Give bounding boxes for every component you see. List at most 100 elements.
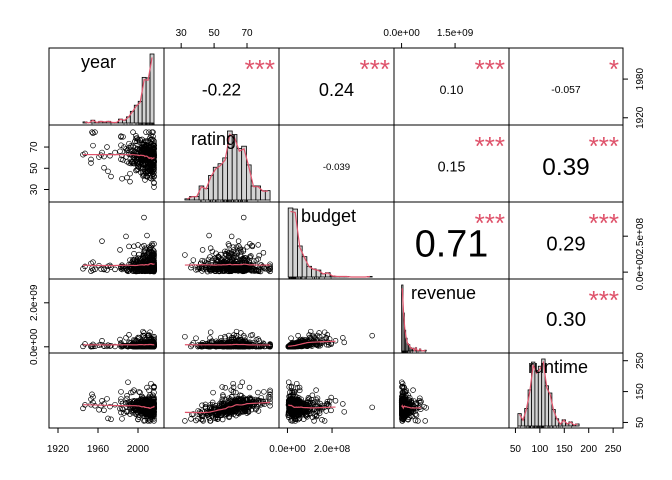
scatter-point bbox=[260, 250, 267, 256]
scatter-point bbox=[141, 330, 147, 336]
scatter-point bbox=[422, 418, 428, 424]
scatter-point bbox=[226, 395, 232, 401]
scatter-point bbox=[246, 384, 253, 391]
scatter-point bbox=[219, 400, 226, 406]
panel-runtime-year bbox=[48, 352, 165, 429]
scatter-point bbox=[104, 144, 110, 150]
scatter-point bbox=[200, 266, 206, 272]
scatter-point bbox=[104, 396, 110, 402]
scatter-point bbox=[293, 380, 300, 387]
scatter-point bbox=[221, 258, 228, 264]
scatter-point bbox=[123, 335, 129, 341]
scatter-point bbox=[148, 132, 154, 139]
scatter-point bbox=[325, 342, 332, 348]
histogram-bar bbox=[137, 100, 143, 124]
scatter-point bbox=[101, 266, 107, 273]
tick-label: 70 bbox=[241, 28, 253, 39]
scatter-point bbox=[288, 335, 294, 341]
variable-label-revenue: revenue bbox=[411, 283, 476, 303]
scatter-point bbox=[230, 244, 237, 250]
panel-year-rating: -0.22*** bbox=[163, 47, 280, 126]
tick-label: 1980 bbox=[635, 68, 646, 91]
scatter-point bbox=[98, 266, 104, 272]
scatter-point bbox=[222, 411, 229, 417]
scatter-point bbox=[151, 389, 157, 396]
tick-label: 200 bbox=[580, 444, 597, 455]
smooth-line bbox=[82, 153, 155, 160]
scatter-point bbox=[296, 343, 303, 349]
correlation-value: -0.057 bbox=[551, 85, 581, 96]
scatter-point bbox=[89, 129, 95, 135]
scatter-point bbox=[151, 333, 157, 340]
panels-layer: year-0.22***0.24***0.10***-0.057*rating-… bbox=[48, 47, 624, 429]
scatter-point bbox=[190, 411, 197, 417]
density-line bbox=[187, 133, 268, 200]
scatter-point bbox=[267, 394, 273, 400]
scatter-point bbox=[150, 250, 156, 257]
panel-year-revenue: 0.10 *** bbox=[393, 47, 510, 126]
scatter-point bbox=[412, 411, 419, 417]
tick-label: 0.0e+00 bbox=[29, 328, 40, 365]
scatter-point bbox=[141, 342, 147, 349]
scatter-point bbox=[112, 401, 118, 408]
scatter-point bbox=[299, 407, 306, 414]
scatter-point bbox=[243, 342, 250, 349]
scatter-point bbox=[118, 134, 124, 140]
scatter-point bbox=[399, 380, 406, 387]
scatter-point bbox=[127, 178, 133, 185]
scatter-point bbox=[118, 389, 124, 395]
scatter-point bbox=[101, 401, 107, 407]
scatter-point bbox=[141, 141, 147, 148]
scatter-point bbox=[119, 416, 125, 422]
scatter-point bbox=[199, 247, 206, 253]
scatter-point bbox=[235, 238, 242, 244]
scatter-point bbox=[151, 418, 157, 424]
scatter-point bbox=[196, 265, 203, 272]
scatter-point bbox=[290, 389, 297, 396]
scatter-point bbox=[146, 395, 152, 401]
scatter-point bbox=[230, 384, 237, 391]
variable-label-runtime: runtime bbox=[528, 357, 588, 377]
scatter-point bbox=[188, 416, 194, 422]
scatter-point bbox=[259, 398, 266, 405]
smooth-line bbox=[401, 404, 422, 410]
scatter-point bbox=[127, 257, 133, 263]
scatter-point bbox=[140, 328, 146, 335]
scatter-point bbox=[118, 142, 124, 148]
scatter-point bbox=[141, 266, 147, 273]
scatter-point bbox=[231, 399, 237, 406]
scatter-point bbox=[306, 395, 313, 402]
scatter-point bbox=[236, 243, 242, 250]
scatter-point bbox=[324, 400, 331, 407]
panel-revenue-revenue: revenue bbox=[393, 278, 510, 354]
tick-label: 1960 bbox=[87, 444, 110, 455]
scatter-point bbox=[285, 379, 292, 385]
correlation-value: 0.29 bbox=[546, 234, 585, 256]
scatter-point bbox=[256, 343, 262, 350]
scatter-point bbox=[134, 265, 140, 272]
scatter-point bbox=[231, 265, 237, 272]
scatter-point bbox=[126, 140, 132, 147]
scatter-point bbox=[233, 389, 239, 396]
scatter-point bbox=[207, 329, 214, 335]
tick-label: 50 bbox=[635, 416, 646, 428]
scatter-point bbox=[140, 253, 146, 259]
scatter-point bbox=[108, 416, 114, 423]
scatter-point bbox=[141, 144, 147, 151]
scatter-point bbox=[151, 140, 157, 146]
tick-label: 250 bbox=[605, 444, 622, 455]
correlation-value: -0.22 bbox=[202, 80, 241, 100]
scatter-point bbox=[151, 184, 157, 190]
scatter-point bbox=[182, 418, 188, 424]
scatter-point bbox=[209, 248, 216, 255]
scatter-point bbox=[239, 409, 246, 415]
scatter-point bbox=[139, 244, 145, 250]
axis-left-rating: 30 50 70 bbox=[29, 141, 49, 195]
scatter-point bbox=[126, 332, 132, 338]
scatter-point bbox=[145, 137, 151, 144]
scatter-point bbox=[222, 385, 229, 391]
scatter-point bbox=[124, 393, 130, 399]
scatter-point bbox=[119, 342, 125, 349]
scatter-point bbox=[139, 393, 145, 400]
panel-budget-rating bbox=[163, 201, 280, 280]
